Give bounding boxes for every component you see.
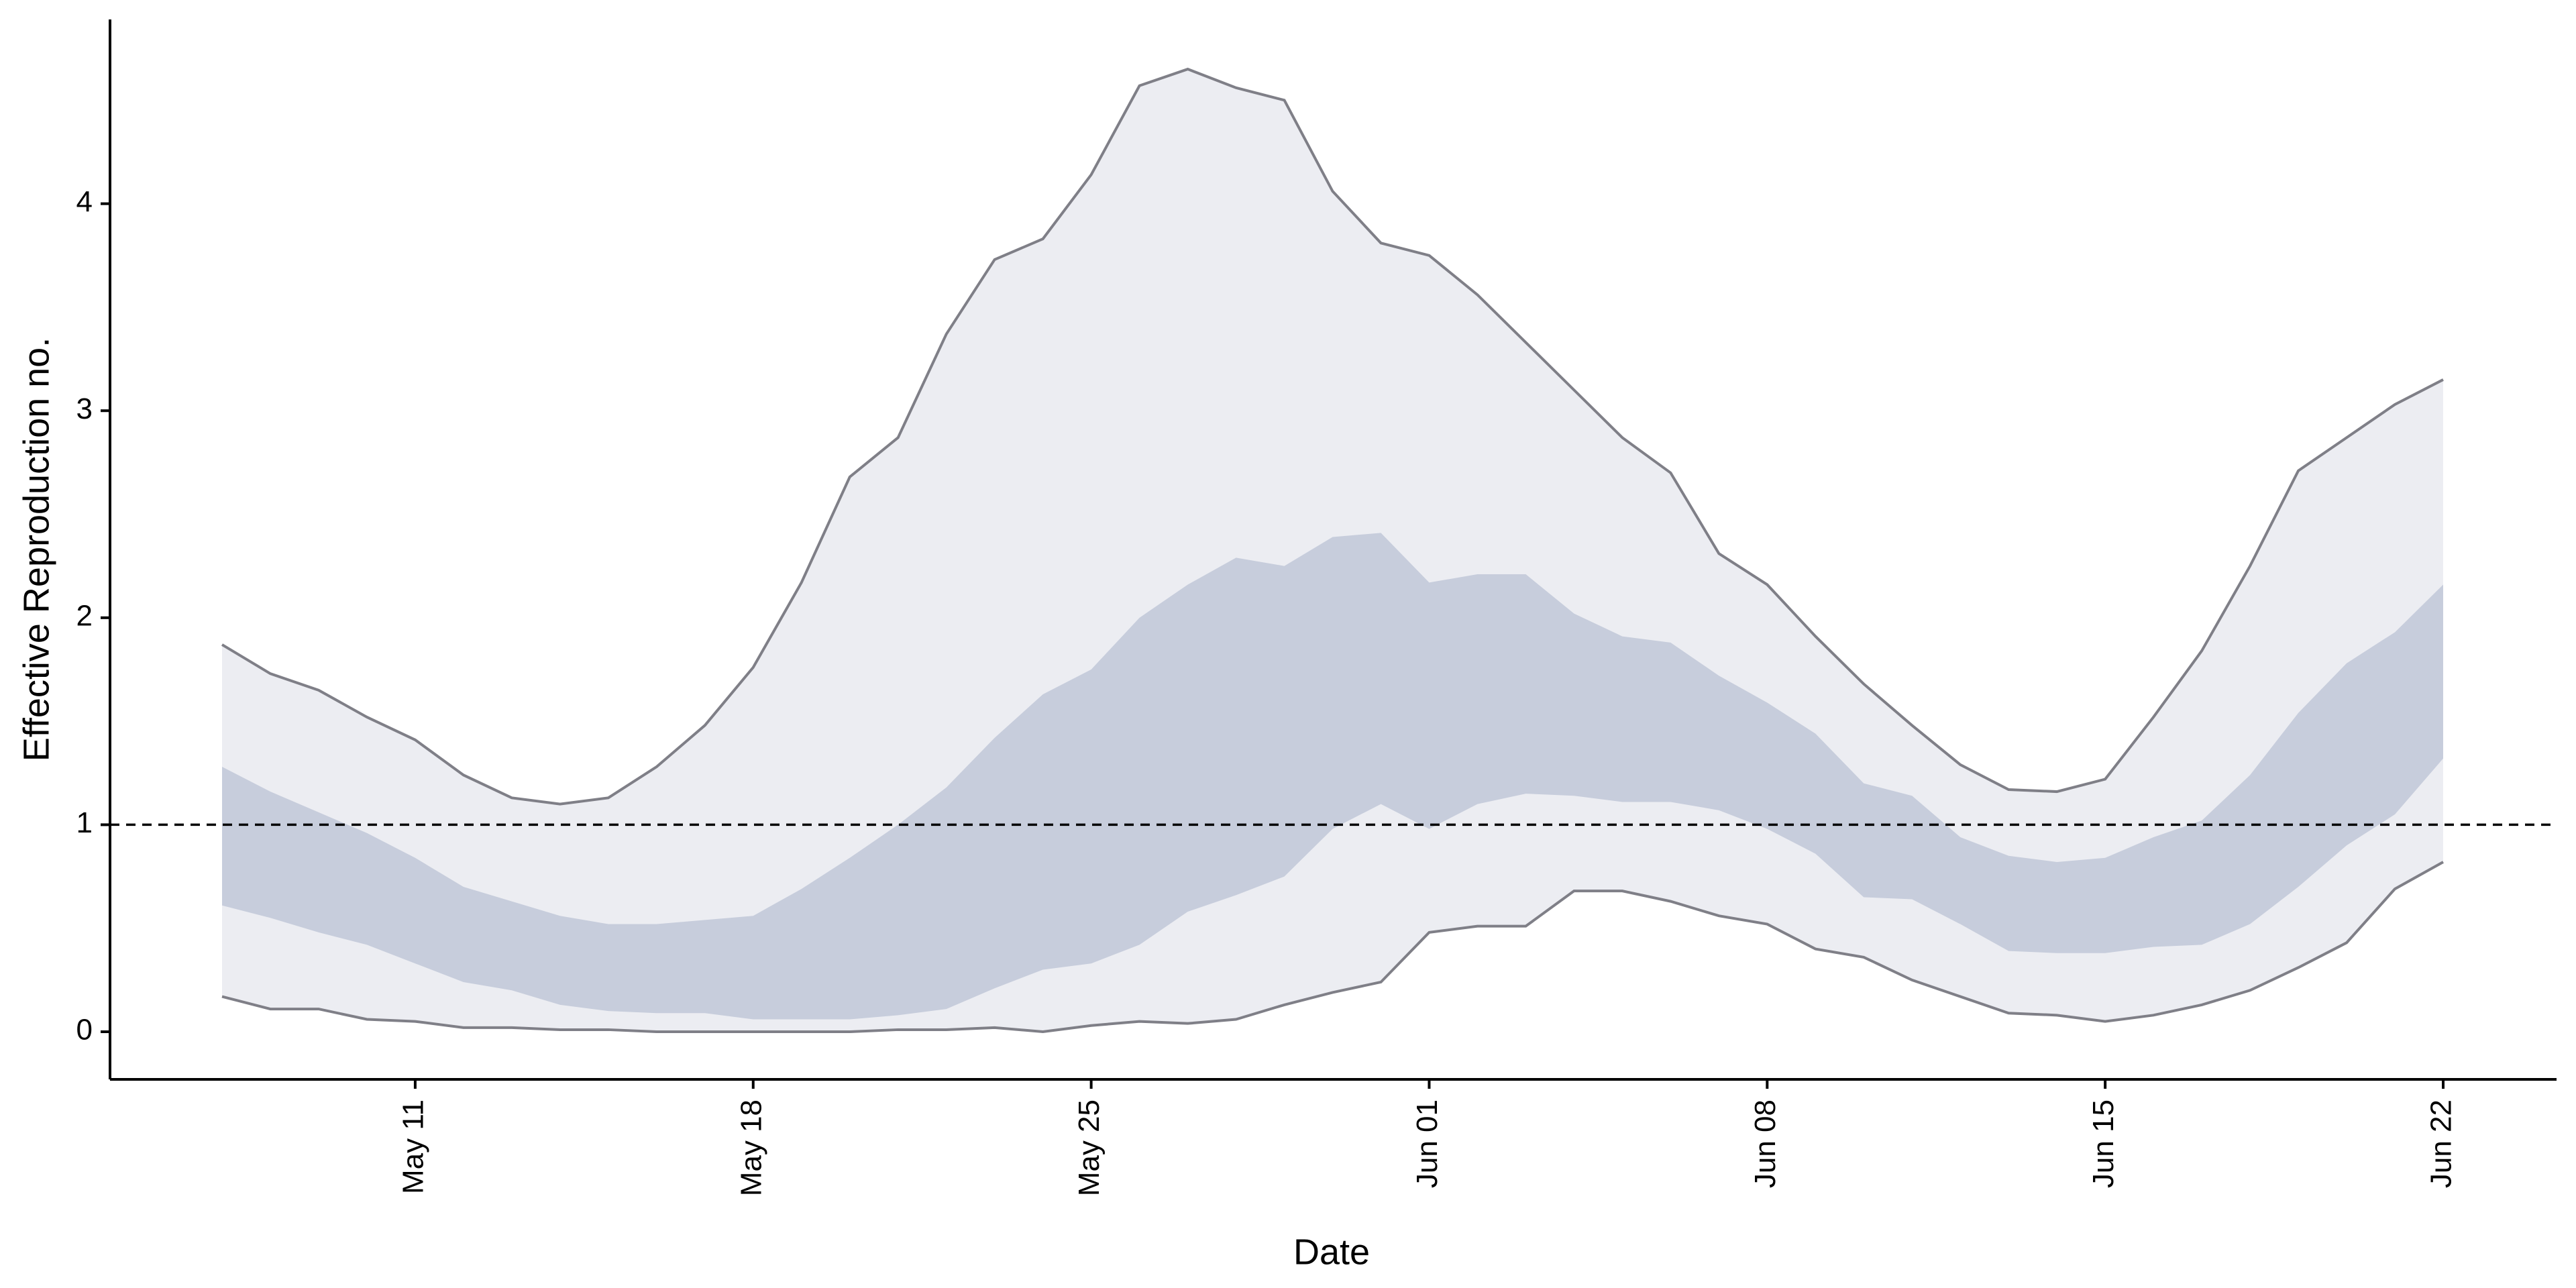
x-tick-label: Jun 01 — [1411, 1099, 1444, 1188]
x-tick-label: Jun 15 — [2087, 1099, 2120, 1188]
y-tick-label: 3 — [76, 392, 93, 425]
x-axis-label: Date — [1293, 1232, 1370, 1272]
y-tick-label: 0 — [76, 1014, 93, 1046]
inner-band — [222, 533, 2443, 1020]
x-tick-label: May 11 — [397, 1099, 430, 1194]
x-tick-label: May 18 — [735, 1099, 767, 1196]
y-tick-label: 2 — [76, 599, 93, 632]
y-tick-label: 4 — [76, 185, 93, 218]
y-tick-label: 1 — [76, 806, 93, 839]
outer-upper-line — [221, 67, 2444, 806]
outer-lower-line — [221, 861, 2444, 1034]
y-axis-label: Effective Reproduction no. — [16, 337, 56, 761]
x-tick-label: Jun 22 — [2425, 1099, 2458, 1188]
x-tick-label: May 25 — [1073, 1099, 1106, 1196]
x-tick-label: Jun 08 — [1749, 1099, 1782, 1188]
